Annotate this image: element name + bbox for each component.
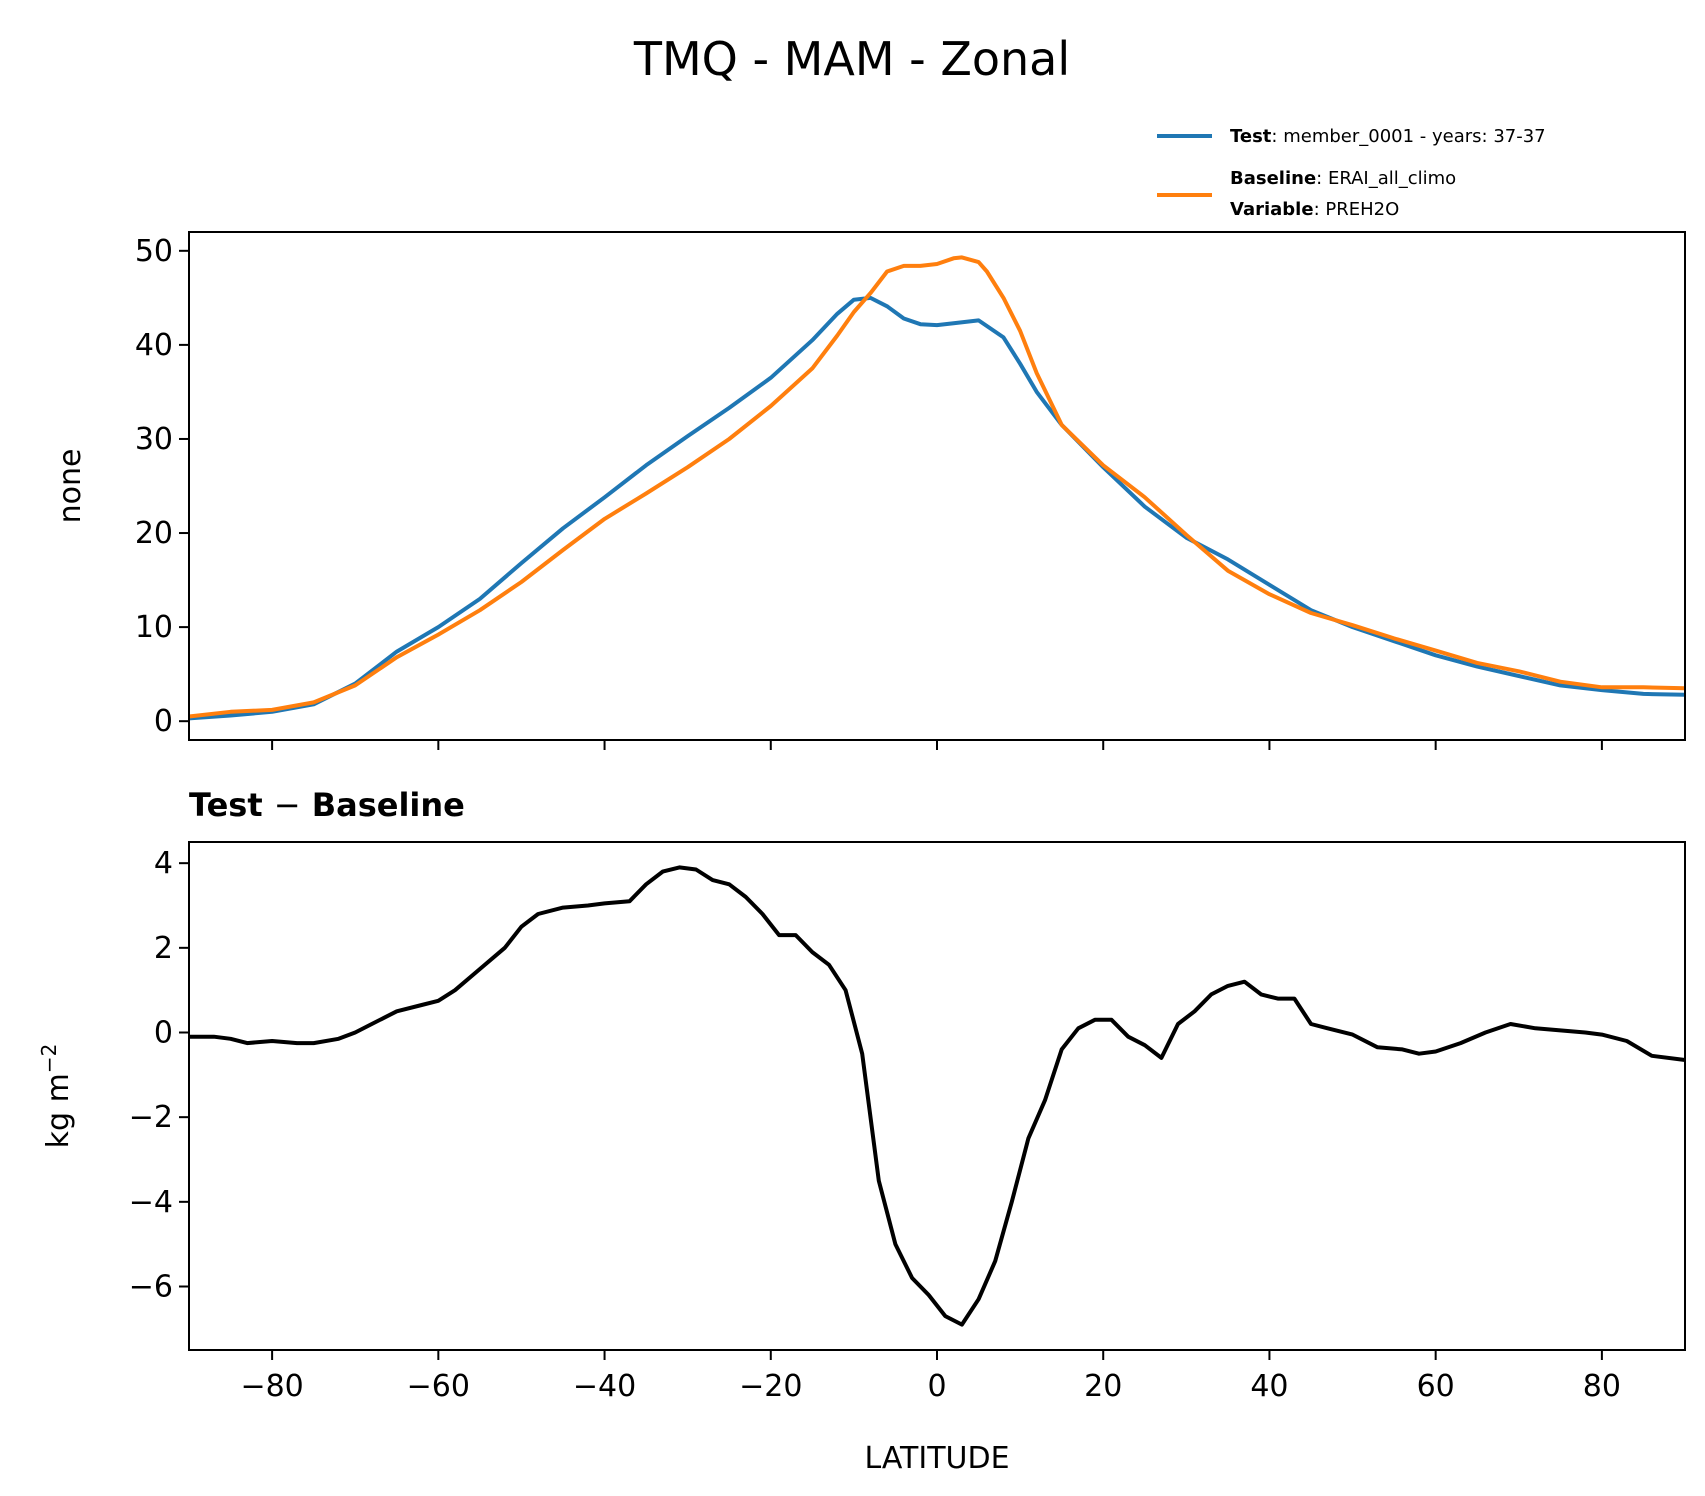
top-plot-lines — [188, 255, 1686, 721]
bottom-ytick-label: 0 — [154, 1016, 173, 1051]
bottom-ytick-label: 4 — [154, 846, 173, 881]
top-axis-ticks: 0 10 20 30 40 50 — [135, 234, 1603, 750]
top-ytick-label: 10 — [135, 610, 173, 645]
bottom-xtick-label: 20 — [1084, 1369, 1122, 1404]
bottom-xlabel: LATITUDE — [864, 1441, 1009, 1476]
bottom-title-op: − — [274, 786, 301, 824]
bottom-ytick-label: −2 — [129, 1100, 173, 1135]
series-line-baseline — [188, 255, 1686, 719]
bottom-xtick-label: 80 — [1583, 1369, 1621, 1404]
figure-title: TMQ - MAM - Zonal — [633, 32, 1070, 86]
bottom-panel-title: Test − Baseline — [189, 786, 465, 824]
bottom-ytick-label: −6 — [129, 1270, 173, 1305]
legend-variable-text: : PREH2O — [1314, 199, 1400, 220]
top-axes-frame — [188, 231, 1686, 741]
legend-baseline-text: : ERAI_all_climo — [1316, 168, 1456, 189]
legend-test-text: : member_0001 - years: 37-37 — [1271, 126, 1545, 147]
legend-label-test: Test: member_0001 - years: 37-37 — [1230, 126, 1546, 147]
bottom-ytick-label: −4 — [129, 1185, 173, 1220]
bottom-xtick-label: −60 — [407, 1369, 470, 1404]
bottom-xtick-label: −40 — [573, 1369, 636, 1404]
bottom-title-test: Test — [189, 786, 263, 824]
top-ytick-label: 0 — [154, 704, 173, 739]
bottom-xtick-label: 60 — [1417, 1369, 1455, 1404]
top-ytick-label: 40 — [135, 328, 173, 363]
bottom-axes-frame — [188, 841, 1686, 1351]
bottom-xtick-label: 0 — [927, 1369, 946, 1404]
bottom-ylabel: kg m−2 — [37, 1044, 76, 1149]
series-line-test — [188, 295, 1686, 721]
top-ytick-label: 20 — [135, 516, 173, 551]
legend-label-variable: Variable: PREH2O — [1230, 199, 1399, 220]
legend-label-baseline: Baseline: ERAI_all_climo — [1230, 168, 1456, 189]
legend-variable-bold: Variable — [1230, 199, 1314, 220]
top-ytick-label: 50 — [135, 234, 173, 269]
legend-test-bold: Test — [1230, 126, 1272, 147]
bottom-ylabel-sup: −2 — [37, 1044, 61, 1073]
top-ylabel: none — [53, 449, 88, 524]
bottom-panel: Test − Baseline 420−2−4−6−80 −60 −40 −20 0 20… — [37, 786, 1686, 1476]
bottom-ylabel-base: kg m — [41, 1073, 76, 1148]
bottom-xtick-label: −20 — [739, 1369, 802, 1404]
legend: Test: member_0001 - years: 37-37 Baselin… — [1157, 126, 1546, 220]
legend-baseline-bold: Baseline — [1230, 168, 1316, 189]
bottom-xtick-label: −80 — [240, 1369, 303, 1404]
bottom-ytick-label: 2 — [154, 931, 173, 966]
bottom-title-baseline: Baseline — [312, 786, 465, 824]
bottom-plot-lines — [189, 865, 1686, 1327]
top-panel: 0 10 20 30 40 50 none — [53, 231, 1686, 750]
series-line-difference — [189, 865, 1686, 1327]
bottom-xtick-label: 40 — [1250, 1369, 1288, 1404]
top-ytick-label: 30 — [135, 422, 173, 457]
bottom-axis-ticks: 420−2−4−6−80 −60 −40 −20 0 20 40 60 80 — [129, 846, 1621, 1404]
